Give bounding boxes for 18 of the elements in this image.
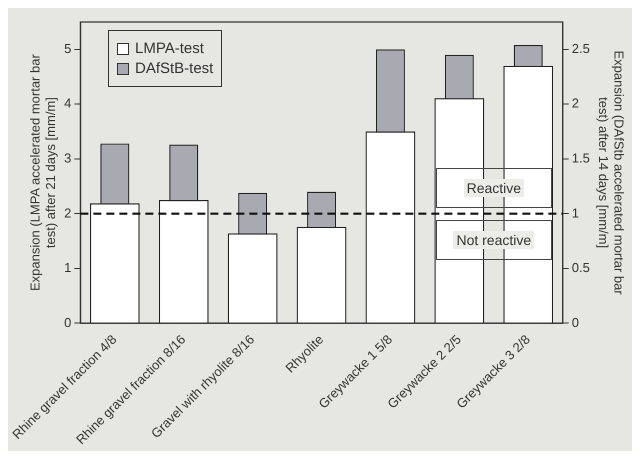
legend-label: DAfStB-test [135,60,214,77]
y2-tick-label: 1.5 [572,150,590,166]
y2-tick-label: 2.5 [572,40,590,56]
y2-tick-label: 1 [572,205,579,220]
annotation: Not reactive [453,230,534,249]
y2-tick-label: 2 [572,96,579,111]
y2-tick-label: 0.5 [572,260,590,276]
y-tick-label: 1 [64,260,72,276]
y-tick-label: 3 [64,150,72,166]
y-tick-label: 2 [64,205,72,220]
y-tick-label: 4 [64,96,72,111]
y-tick-label: 0 [64,314,72,330]
legend-label: LMPA-test [135,40,204,57]
y2-axis-title: Expansion (DAfStb accelerated mortar bar test) after 14 days [mm/m] [596,50,627,296]
y-tick-label: 5 [64,40,72,56]
y-axis-title: Expansion (LMPA accelerated mortar bar test) after 21 days [mm/m] [27,54,58,291]
annotation: Reactive [464,178,524,197]
y2-tick-label: 0 [572,314,579,330]
